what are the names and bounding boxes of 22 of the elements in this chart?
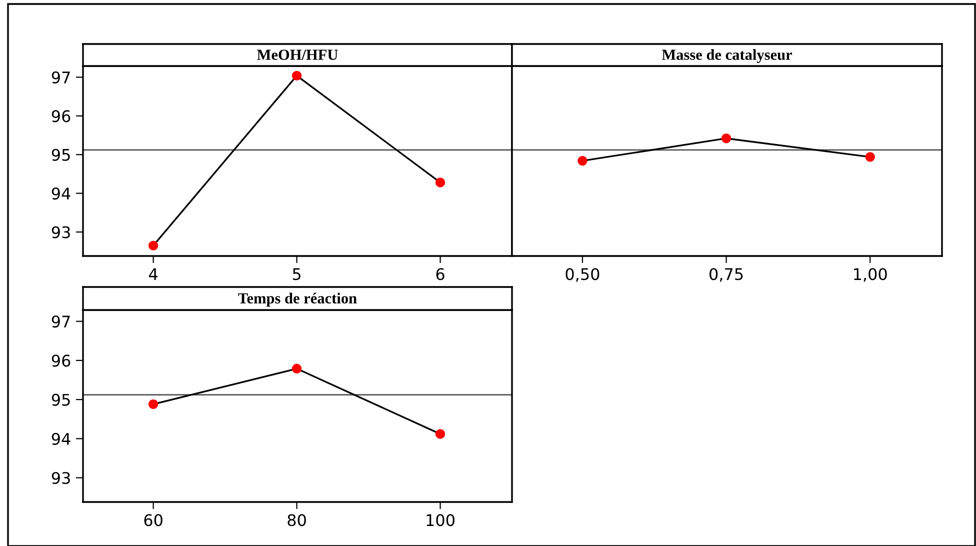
x-tick-label: 60: [144, 514, 162, 526]
chart-title: MeOH/HFU: [257, 50, 338, 60]
chart-title: Masse de catalyseur: [662, 49, 792, 64]
y-tick-label: 96: [52, 354, 70, 367]
x-tick-label: 6: [436, 268, 444, 280]
x-tick-label: 100: [426, 514, 454, 526]
y-tick-label: 95: [52, 394, 70, 406]
y-tick-label: 97: [52, 71, 70, 84]
x-tick-label: 80: [288, 514, 306, 526]
x-tick-label: 5: [292, 268, 300, 280]
y-tick-label: 97: [52, 316, 70, 328]
chart-title: Temps de réaction: [238, 292, 357, 307]
y-tick-label: 96: [52, 110, 70, 122]
x-tick-label: 1,00: [854, 268, 887, 282]
y-tick-label: 93: [52, 472, 70, 484]
y-tick-label: 94: [52, 432, 70, 445]
x-tick-label: 0,75: [710, 268, 743, 282]
x-tick-label: 4: [149, 268, 158, 280]
x-tick-label: 0,50: [566, 268, 600, 282]
y-tick-label: 95: [52, 148, 70, 161]
y-tick-label: 94: [52, 188, 70, 200]
y-tick-label: 93: [52, 226, 70, 238]
